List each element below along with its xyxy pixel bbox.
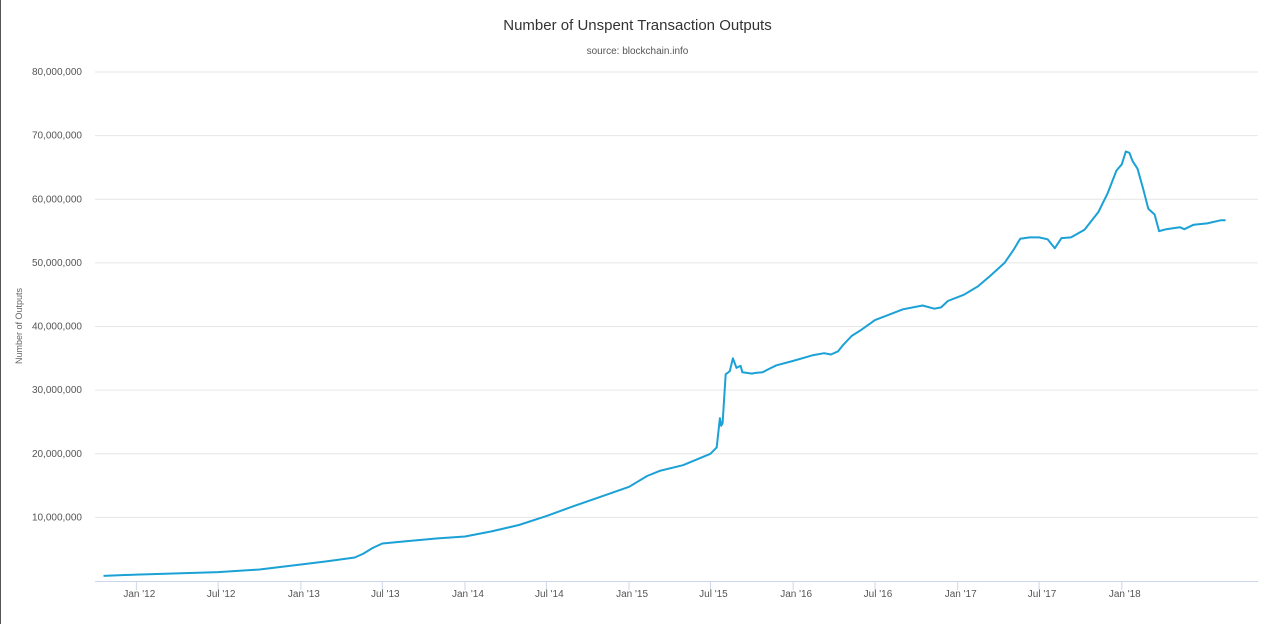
x-tick-label: Jul '12 (207, 589, 236, 600)
x-tick-label: Jan '18 (1109, 589, 1141, 600)
x-tick-label: Jul '16 (864, 589, 893, 600)
x-tick-label: Jul '17 (1028, 589, 1057, 600)
series-line (103, 150, 1226, 577)
chart-subtitle: source: blockchain.info (586, 46, 689, 57)
grid-lines (95, 71, 1258, 518)
y-tick-label: 30,000,000 (32, 385, 82, 396)
window-left-border (0, 0, 1, 624)
y-axis-tick-labels: 10,000,000 20,000,000 30,000,000 40,000,000… (32, 67, 82, 523)
y-tick-label: 10,000,000 (32, 512, 82, 523)
x-tick-label: Jul '15 (699, 589, 728, 600)
y-tick-label: 20,000,000 (32, 449, 82, 460)
x-tick-label: Jan '17 (945, 589, 977, 600)
y-tick-label: 40,000,000 (32, 322, 82, 333)
x-tick-label: Jan '16 (780, 589, 812, 600)
x-tick-label: Jan '15 (616, 589, 648, 600)
x-tick-label: Jan '14 (452, 589, 484, 600)
y-tick-label: 80,000,000 (32, 67, 82, 78)
y-tick-label: 70,000,000 (32, 131, 82, 142)
x-tick-label: Jul '13 (371, 589, 400, 600)
x-axis-tick-labels: Jan '12 Jul '12 Jan '13 Jul '13 Jan '14 Jul '… (123, 589, 1141, 600)
y-axis-title: Number of Outputs (14, 287, 24, 364)
x-tick-label: Jan '12 (123, 589, 155, 600)
x-axis (95, 581, 1258, 590)
y-tick-label: 60,000,000 (32, 194, 82, 205)
x-tick-label: Jan '13 (288, 589, 320, 600)
x-tick-label: Jul '14 (535, 589, 564, 600)
y-tick-label: 50,000,000 (32, 258, 82, 269)
chart-title: Number of Unspent Transaction Outputs (503, 17, 772, 34)
